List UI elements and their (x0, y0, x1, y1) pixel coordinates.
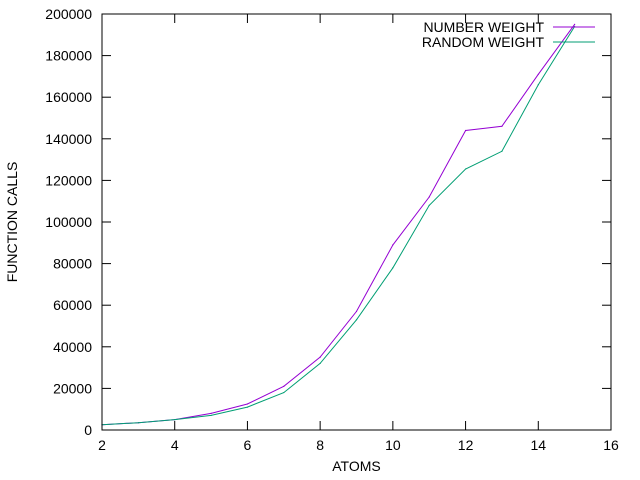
series-lines (101, 23, 576, 426)
x-tick-label: 4 (171, 437, 179, 453)
x-tick-label: 16 (603, 437, 619, 453)
y-tick-label: 100000 (45, 214, 92, 230)
y-axis-label: FUNCTION CALLS (4, 162, 20, 283)
legend-label: RANDOM WEIGHT (422, 34, 545, 50)
data-point (355, 310, 358, 313)
x-tick-label: 6 (244, 437, 252, 453)
y-tick-label: 120000 (45, 172, 92, 188)
axis-ticks: 0 20000 40000 60000 80000 100000 120000 140000 1… (45, 6, 619, 453)
data-point (319, 362, 321, 365)
data-point (574, 23, 576, 25)
x-tick-label: 10 (385, 437, 401, 453)
data-point (355, 319, 358, 321)
data-point (210, 414, 212, 417)
x-tick-label: 12 (458, 437, 474, 453)
legend-label: NUMBER WEIGHT (423, 19, 544, 35)
y-tick-label: 200000 (45, 6, 92, 22)
y-tick-label: 140000 (45, 131, 92, 147)
y-tick-label: 80000 (53, 256, 92, 272)
data-point (246, 403, 249, 405)
data-point (464, 168, 467, 170)
data-point (392, 244, 394, 246)
data-point (501, 150, 503, 152)
data-point (319, 356, 321, 358)
series-line-1 (101, 26, 576, 426)
x-tick-label: 14 (530, 437, 546, 453)
series-line-0 (101, 24, 576, 426)
data-point (283, 385, 285, 387)
data-point (428, 204, 430, 206)
y-tick-label: 20000 (53, 380, 92, 396)
data-point (501, 125, 503, 127)
x-tick-label: 2 (98, 437, 106, 453)
y-tick-label: 0 (84, 422, 92, 438)
data-point (174, 419, 176, 421)
data-point (137, 422, 139, 424)
data-point (464, 129, 467, 132)
data-point (210, 412, 212, 414)
y-tick-label: 180000 (45, 48, 92, 64)
data-point (537, 73, 539, 75)
plot-frame (101, 13, 612, 431)
y-tick-label: 60000 (53, 297, 92, 313)
x-tick-label: 8 (316, 437, 324, 453)
x-axis-label: ATOMS (332, 458, 381, 474)
data-point (392, 267, 394, 269)
data-point (283, 391, 285, 394)
y-tick-label: 40000 (53, 339, 92, 355)
data-point (428, 196, 430, 198)
data-point (537, 84, 539, 86)
data-point (246, 406, 249, 408)
y-tick-label: 160000 (45, 89, 92, 105)
